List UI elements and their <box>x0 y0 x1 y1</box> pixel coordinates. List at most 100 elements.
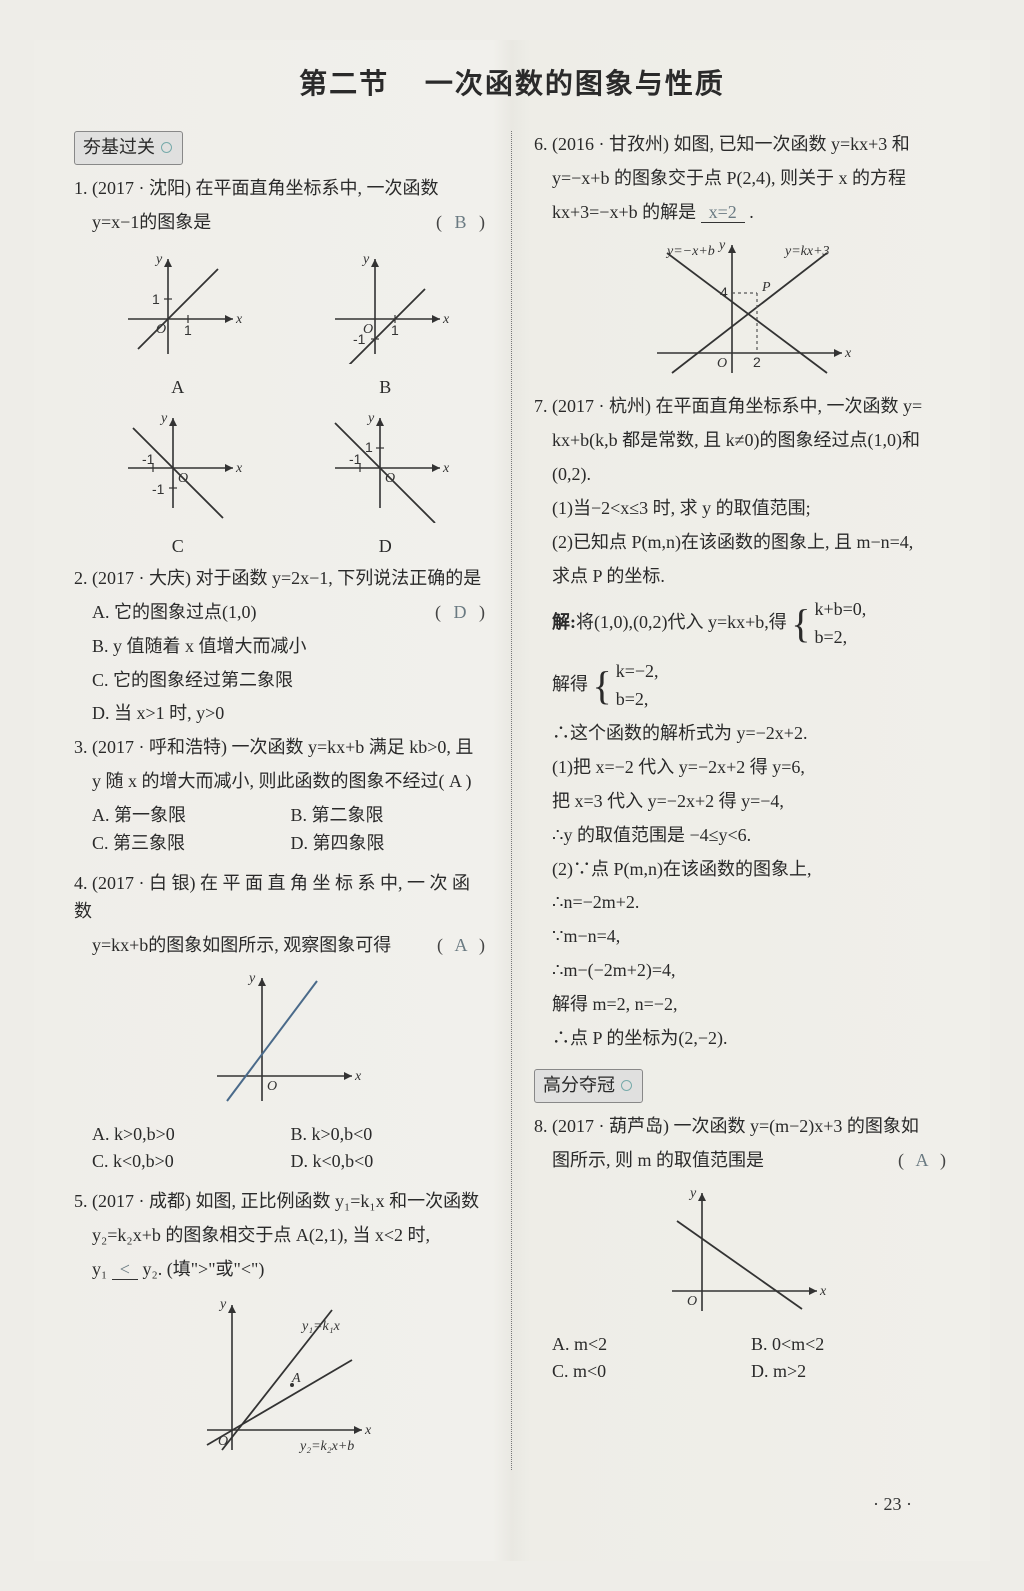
q7-s3: ∴这个函数的解析式为 y=−2x+2. <box>552 720 950 748</box>
svg-text:4: 4 <box>720 284 728 300</box>
section-number: 第二节 <box>299 68 389 99</box>
svg-text:-1: -1 <box>142 451 155 467</box>
q7-prompt-b: kx+b(k,b 都是常数, 且 k≠0)的图象经过点(1,0)和 <box>552 427 950 455</box>
svg-text:x: x <box>364 1423 372 1438</box>
q1-graph-A: x y O 1 1 A <box>108 243 248 402</box>
high-badge: 高分夺冠 <box>534 1069 643 1103</box>
q7-s6: ∴y 的取值范围是 −4≤y<6. <box>552 822 950 850</box>
choice-label: A <box>171 377 184 397</box>
q8-graph: x y O <box>647 1181 837 1321</box>
svg-text:O: O <box>687 1294 697 1309</box>
svg-text:y: y <box>247 971 256 986</box>
page-title: 第二节 一次函数的图象与性质 <box>34 40 990 105</box>
svg-text:-1: -1 <box>353 331 366 347</box>
q8-optC: C. m<0 <box>552 1358 751 1386</box>
q7-sol1: 解:将(1,0),(0,2)代入 y=kx+b,得 {k+b=0,b=2, <box>552 596 950 652</box>
q1-answer: ( B ) <box>436 209 489 237</box>
svg-text:1: 1 <box>152 291 160 307</box>
q1: 1. (2017 · 沈阳) 在平面直角坐标系中, 一次函数 y=x−1的图象是… <box>74 175 489 561</box>
q6-prompt-b: y=−x+b 的图象交于点 P(2,4), 则关于 x 的方程 <box>552 165 950 193</box>
q2-optB: B. y 值随着 x 值增大而减小 <box>92 633 489 661</box>
right-column: 6. (2016 · 甘孜州) 如图, 已知一次函数 y=kx+3 和 y=−x… <box>512 131 960 1470</box>
q7-sol2: 解得 {k=−2,b=2, <box>552 658 950 714</box>
left-column: 夯基过关 1. (2017 · 沈阳) 在平面直角坐标系中, 一次函数 y=x−… <box>64 131 512 1470</box>
basic-badge: 夯基过关 <box>74 131 183 165</box>
q7-s12: ∴点 P 的坐标为(2,−2). <box>552 1025 950 1053</box>
page-sheet: 第二节 一次函数的图象与性质 夯基过关 1. (2017 · 沈阳) 在平面直角… <box>34 40 990 1561</box>
svg-text:2: 2 <box>753 354 761 370</box>
q4: 4. (2017 · 白 银) 在 平 面 直 角 坐 标 系 中, 一 次 函… <box>74 870 489 1176</box>
q6-prompt-a: 6. (2016 · 甘孜州) 如图, 已知一次函数 y=kx+3 和 <box>534 131 950 159</box>
q6-fill: x=2 <box>701 202 745 223</box>
svg-text:y=kx+3: y=kx+3 <box>783 244 830 259</box>
q1-prompt-a: 1. (2017 · 沈阳) 在平面直角坐标系中, 一次函数 <box>74 175 489 203</box>
choice-label: D <box>379 536 392 556</box>
q1-graphs-row1: x y O 1 1 A x <box>74 243 489 402</box>
q7: 7. (2017 · 杭州) 在平面直角坐标系中, 一次函数 y= kx+b(k… <box>534 393 950 1053</box>
q7-s10: ∴m−(−2m+2)=4, <box>552 957 950 985</box>
q2-answer: ( D ) <box>435 599 489 627</box>
svg-text:y₂=k₂x+b: y₂=k₂x+b <box>298 1439 354 1454</box>
q4-answer: ( A ) <box>437 932 489 960</box>
svg-text:-1: -1 <box>349 451 362 467</box>
svg-text:y=−x+b: y=−x+b <box>665 244 715 259</box>
q2-optD: D. 当 x>1 时, y>0 <box>92 700 489 728</box>
svg-text:y: y <box>366 411 375 426</box>
q7-part2: (2)已知点 P(m,n)在该函数的图象上, 且 m−n=4, <box>552 529 950 557</box>
svg-text:x: x <box>354 1069 362 1084</box>
q5-fill: < <box>112 1259 138 1280</box>
svg-text:x: x <box>235 461 243 476</box>
section-name: 一次函数的图象与性质 <box>425 68 725 99</box>
q8-prompt-b: 图所示, 则 m 的取值范围是 ( A ) <box>552 1147 950 1175</box>
q3-optD: D. 第四象限 <box>291 830 490 858</box>
q1-graph-C: x y O -1 -1 C <box>108 402 248 561</box>
q8: 8. (2017 · 葫芦岛) 一次函数 y=(m−2)x+3 的图象如 图所示… <box>534 1113 950 1387</box>
q8-optB: B. 0<m<2 <box>751 1331 950 1359</box>
q7-prompt-c: (0,2). <box>552 461 950 489</box>
q4-prompt-b: y=kx+b的图象如图所示, 观察图象可得 ( A ) <box>92 932 489 960</box>
q3: 3. (2017 · 呼和浩特) 一次函数 y=kx+b 满足 kb>0, 且 … <box>74 734 489 858</box>
q2-prompt: 2. (2017 · 大庆) 对于函数 y=2x−1, 下列说法正确的是 <box>74 565 489 593</box>
choice-label: B <box>379 377 391 397</box>
q4-prompt-a: 4. (2017 · 白 银) 在 平 面 直 角 坐 标 系 中, 一 次 函… <box>74 870 489 926</box>
svg-text:y: y <box>688 1186 697 1201</box>
q5: 5. (2017 · 成都) 如图, 正比例函数 y₁=k₁x 和一次函数 y₂… <box>74 1188 489 1460</box>
q3-prompt-a: 3. (2017 · 呼和浩特) 一次函数 y=kx+b 满足 kb>0, 且 <box>74 734 489 762</box>
q4-optD: D. k<0,b<0 <box>291 1148 490 1176</box>
svg-text:y₁=k₁x: y₁=k₁x <box>300 1319 341 1334</box>
q2: 2. (2017 · 大庆) 对于函数 y=2x−1, 下列说法正确的是 ( D… <box>74 565 489 728</box>
q7-s7: (2)∵点 P(m,n)在该函数的图象上, <box>552 856 950 884</box>
svg-text:x: x <box>844 346 852 361</box>
q8-optA: A. m<2 <box>552 1331 751 1359</box>
q5-prompt-b: y₂=k₂x+b 的图象相交于点 A(2,1), 当 x<2 时, <box>92 1222 489 1250</box>
svg-text:-1: -1 <box>152 481 165 497</box>
svg-text:x: x <box>819 1284 827 1299</box>
q3-prompt-b: y 随 x 的增大而减小, 则此函数的图象不经过( A ) <box>92 768 489 796</box>
q6-graph: x y O y=−x+b y=kx+3 P 4 2 <box>617 233 867 383</box>
svg-text:1: 1 <box>391 322 399 338</box>
q6: 6. (2016 · 甘孜州) 如图, 已知一次函数 y=kx+3 和 y=−x… <box>534 131 950 383</box>
two-column-layout: 夯基过关 1. (2017 · 沈阳) 在平面直角坐标系中, 一次函数 y=x−… <box>34 105 990 1470</box>
svg-text:x: x <box>442 461 450 476</box>
svg-text:y: y <box>218 1297 227 1312</box>
svg-text:O: O <box>717 356 727 371</box>
q7-s9: ∵m−n=4, <box>552 923 950 951</box>
svg-text:1: 1 <box>184 322 192 338</box>
svg-text:x: x <box>235 312 243 327</box>
svg-text:1: 1 <box>365 439 373 455</box>
q1-prompt-b: y=x−1的图象是 ( B ) <box>92 209 489 237</box>
q3-optC: C. 第三象限 <box>92 830 291 858</box>
q2-optC: C. 它的图象经过第二象限 <box>92 667 489 695</box>
q2-optA: A. 它的图象过点(1,0) <box>92 599 489 627</box>
svg-text:P: P <box>761 280 771 295</box>
page-number: · 23 · <box>873 1491 912 1519</box>
svg-text:O: O <box>267 1079 277 1094</box>
q7-s11: 解得 m=2, n=−2, <box>552 991 950 1019</box>
q4-optC: C. k<0,b>0 <box>92 1148 291 1176</box>
q8-answer: ( A ) <box>898 1147 950 1175</box>
q4-graph: x y O <box>197 966 367 1111</box>
q7-part1: (1)当−2<x≤3 时, 求 y 的取值范围; <box>552 495 950 523</box>
svg-text:y: y <box>154 252 163 267</box>
svg-text:y: y <box>717 238 726 253</box>
svg-text:x: x <box>442 312 450 327</box>
